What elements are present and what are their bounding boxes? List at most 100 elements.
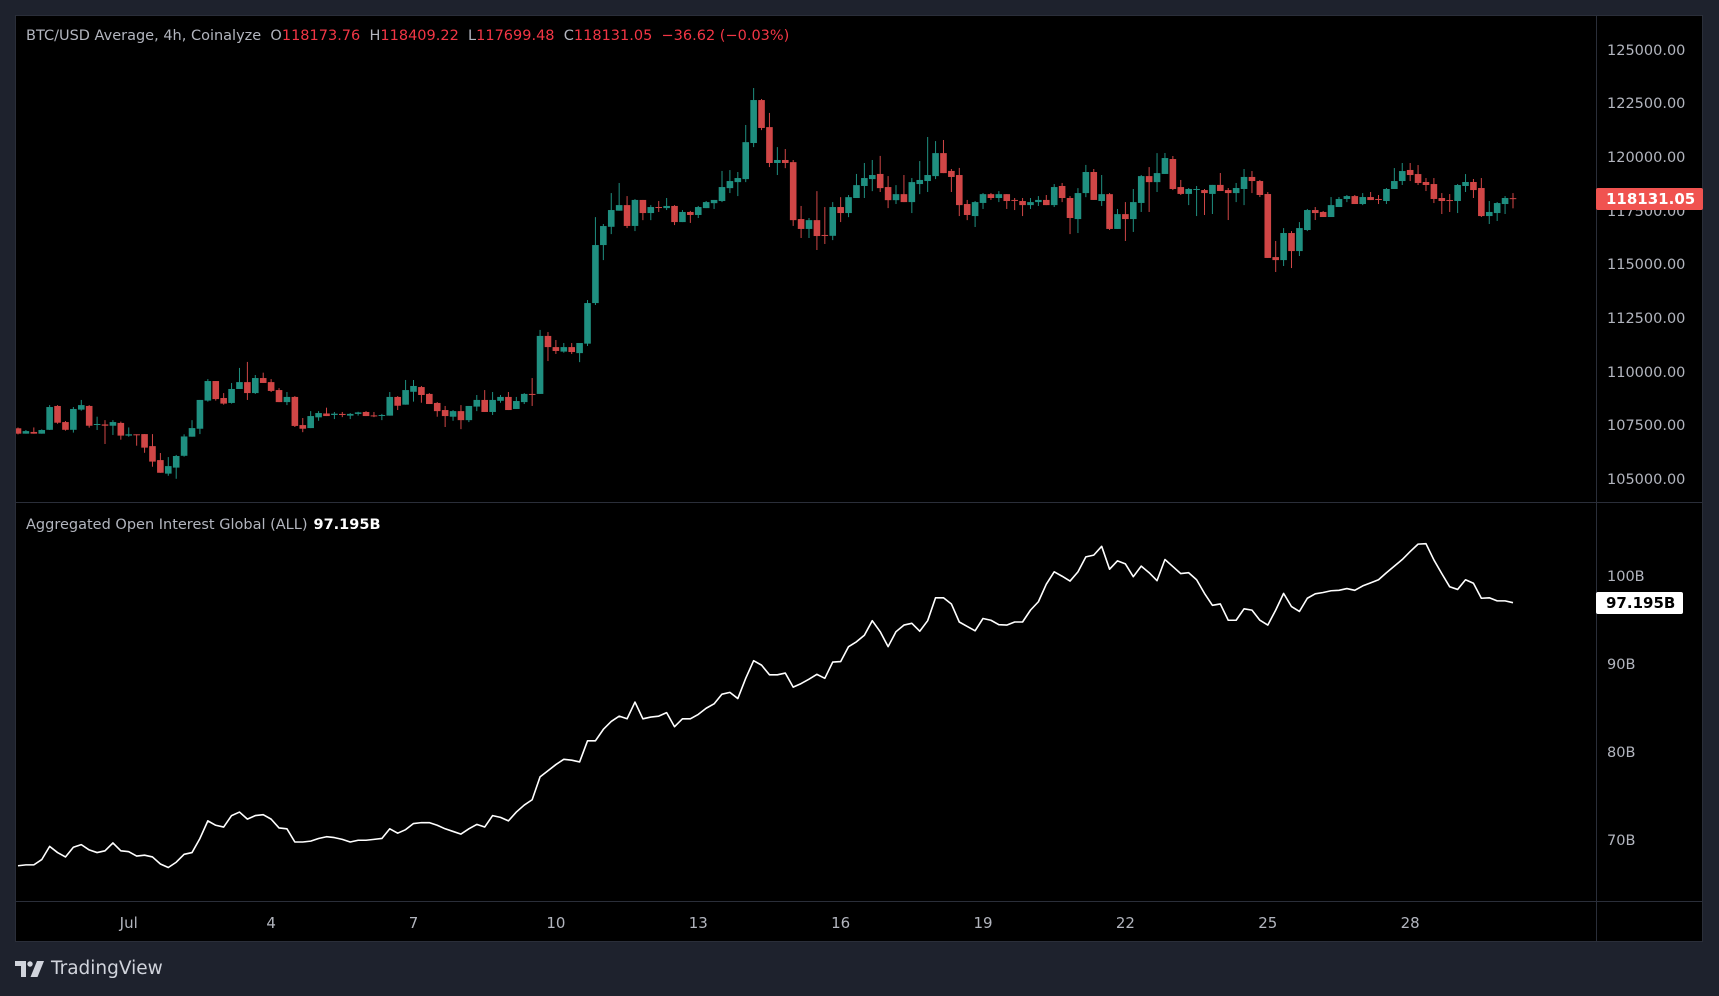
candle bbox=[1153, 153, 1161, 192]
candle bbox=[1193, 185, 1200, 217]
candle-body bbox=[299, 425, 307, 429]
candle-body bbox=[829, 207, 837, 236]
oi-axis-tick: 80B bbox=[1607, 745, 1636, 761]
candle bbox=[1232, 182, 1240, 203]
candle bbox=[117, 421, 125, 440]
candle bbox=[592, 217, 599, 305]
candle-body bbox=[1193, 188, 1200, 190]
candle-body bbox=[718, 187, 726, 202]
candle-body bbox=[979, 194, 987, 203]
candle-body bbox=[774, 159, 781, 163]
candle bbox=[236, 367, 243, 389]
candle-body bbox=[955, 175, 963, 206]
candle-body bbox=[655, 207, 663, 209]
candle-body bbox=[346, 413, 354, 416]
candle-body bbox=[1130, 202, 1137, 220]
candle-body bbox=[1058, 185, 1066, 199]
candle-body bbox=[465, 405, 473, 421]
candle-body bbox=[1153, 173, 1161, 183]
candle-body bbox=[38, 430, 46, 434]
candle-body bbox=[742, 142, 750, 180]
candle bbox=[639, 199, 647, 221]
candle-body bbox=[781, 159, 789, 163]
candle bbox=[1406, 162, 1414, 182]
candle bbox=[687, 210, 694, 223]
candle bbox=[465, 405, 473, 423]
candle bbox=[576, 343, 583, 363]
time-axis-tick: 28 bbox=[1400, 914, 1420, 932]
candle-body bbox=[1391, 181, 1398, 189]
candle bbox=[1454, 184, 1461, 214]
oi-title[interactable]: Aggregated Open Interest Global (ALL) bbox=[26, 517, 308, 533]
candle bbox=[1043, 195, 1050, 206]
candle-body bbox=[1019, 201, 1026, 206]
candle bbox=[615, 182, 623, 211]
candle-body bbox=[1343, 196, 1351, 199]
chart-panel[interactable] bbox=[15, 15, 1703, 942]
high-label: H bbox=[369, 28, 381, 44]
candle bbox=[758, 98, 765, 131]
candle bbox=[109, 420, 117, 435]
candle-body bbox=[1169, 159, 1177, 189]
candle bbox=[940, 140, 947, 174]
candle-body bbox=[1050, 187, 1058, 206]
candle bbox=[505, 391, 512, 411]
candle-body bbox=[394, 396, 401, 406]
candle-body bbox=[1296, 228, 1303, 252]
candle bbox=[679, 210, 686, 223]
symbol-title[interactable]: BTC/USD Average, 4h, Coinalyze bbox=[26, 28, 262, 44]
candle-body bbox=[188, 428, 196, 437]
price-axis-tick: 107500.00 bbox=[1607, 418, 1686, 435]
candle-body bbox=[133, 434, 140, 436]
candle bbox=[497, 395, 504, 403]
candle bbox=[362, 411, 370, 417]
time-axis-tick: 13 bbox=[688, 914, 708, 932]
candle bbox=[228, 382, 235, 404]
candle-body bbox=[940, 153, 947, 174]
candle-body bbox=[647, 207, 655, 214]
candle-body bbox=[948, 170, 955, 177]
oi-legend: Aggregated Open Interest Global (ALL) 97.… bbox=[26, 517, 381, 533]
candle bbox=[172, 454, 180, 479]
candle-body bbox=[275, 390, 283, 403]
candle-body bbox=[1145, 176, 1153, 183]
candle-body bbox=[853, 185, 860, 199]
candle-body bbox=[354, 412, 362, 414]
candle bbox=[16, 427, 22, 435]
tradingview-logo[interactable]: TradingView bbox=[15, 958, 163, 979]
price-axis-tick: 105000.00 bbox=[1607, 472, 1686, 489]
candle bbox=[631, 199, 639, 232]
candle bbox=[1422, 178, 1430, 192]
candle-body bbox=[362, 411, 370, 417]
candle bbox=[702, 201, 710, 209]
candle bbox=[766, 112, 773, 168]
candle-body bbox=[607, 210, 615, 227]
candle-body bbox=[536, 335, 544, 394]
candle-body bbox=[212, 381, 220, 400]
candle-body bbox=[687, 211, 694, 215]
candle-body bbox=[402, 390, 409, 405]
candle bbox=[1185, 188, 1192, 206]
candle bbox=[1106, 193, 1113, 231]
candle-body bbox=[93, 424, 101, 426]
candle-body bbox=[505, 396, 512, 411]
candle-body bbox=[900, 194, 908, 203]
candle bbox=[275, 388, 283, 403]
candle bbox=[402, 379, 409, 405]
candle bbox=[77, 399, 85, 411]
candle-body bbox=[1224, 190, 1232, 194]
candle bbox=[1367, 191, 1374, 201]
time-axis-tick: 7 bbox=[408, 914, 419, 932]
candle-body bbox=[1217, 184, 1224, 192]
oi-axis-tick: 70B bbox=[1607, 833, 1636, 849]
candle-body bbox=[987, 194, 995, 199]
candle bbox=[1003, 194, 1011, 209]
candle bbox=[259, 372, 267, 383]
candle bbox=[212, 381, 220, 401]
candle bbox=[1240, 169, 1248, 206]
candle bbox=[1446, 194, 1454, 212]
candle-body bbox=[125, 434, 133, 436]
candle bbox=[663, 198, 670, 211]
candle bbox=[473, 395, 481, 412]
